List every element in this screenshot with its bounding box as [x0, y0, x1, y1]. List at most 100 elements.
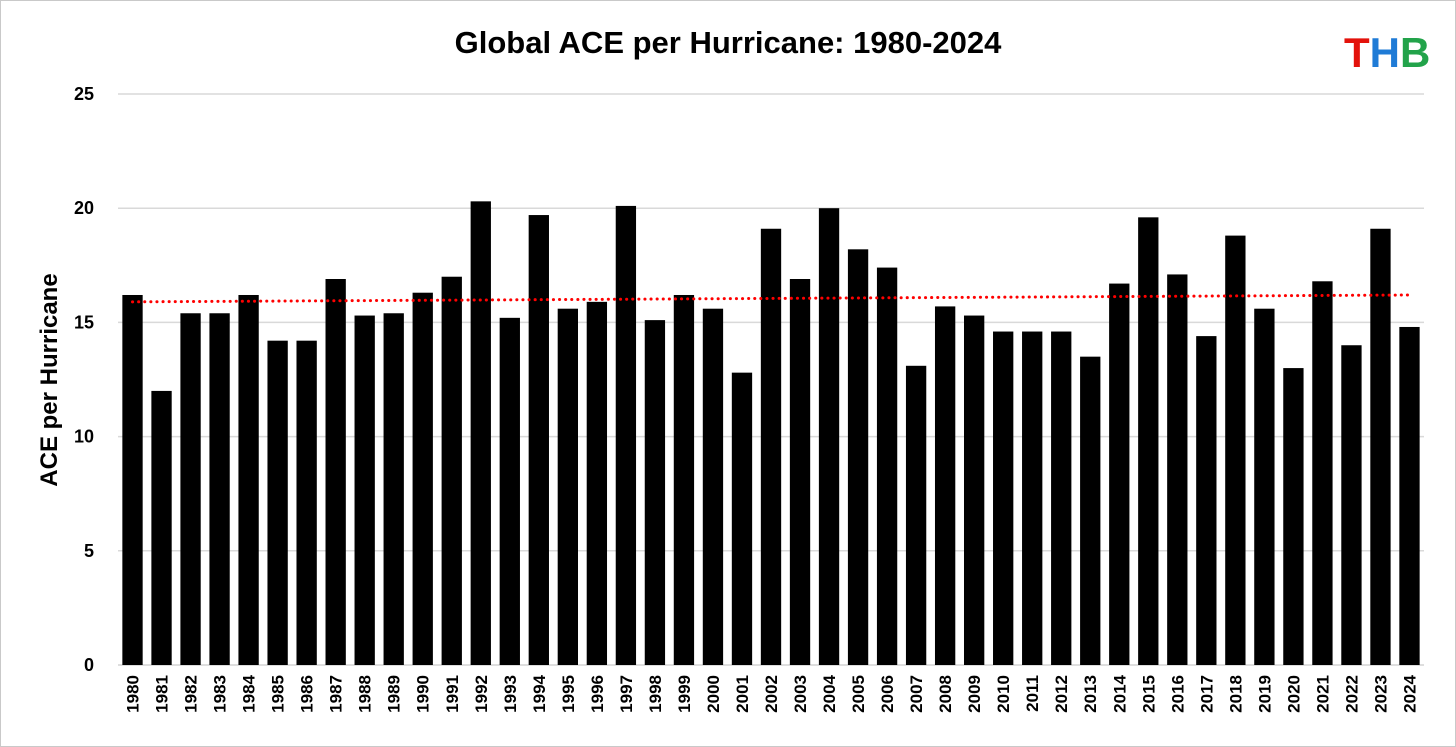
- bar-2012: [1051, 331, 1072, 665]
- x-tick-label-2009: 2009: [965, 675, 984, 713]
- x-tick-label-1981: 1981: [153, 675, 172, 713]
- x-tick-label-1992: 1992: [472, 675, 491, 713]
- x-tick-label-2012: 2012: [1052, 675, 1071, 713]
- x-tick-label-2010: 2010: [994, 675, 1013, 713]
- bar-1999: [673, 294, 695, 665]
- bar-2000: [702, 308, 724, 665]
- x-tick-label-1982: 1982: [182, 675, 201, 713]
- bar-2023: [1370, 228, 1391, 666]
- bar-1992: [470, 201, 491, 665]
- bar-2006: [876, 267, 898, 665]
- bar-2015: [1138, 217, 1159, 665]
- x-tick-label-1994: 1994: [530, 674, 549, 712]
- bar-1981: [151, 390, 172, 665]
- bar-1998: [644, 320, 666, 665]
- y-tick-label: 20: [74, 198, 94, 218]
- y-tick-label: 15: [74, 312, 94, 332]
- x-tick-label-2000: 2000: [704, 675, 723, 713]
- x-tick-label-2018: 2018: [1226, 675, 1245, 713]
- x-tick-label-2014: 2014: [1110, 674, 1129, 712]
- bar-1989: [383, 313, 404, 665]
- x-tick-label-2003: 2003: [791, 675, 810, 713]
- x-tick-label-1998: 1998: [646, 675, 665, 713]
- x-tick-label-1983: 1983: [211, 675, 230, 713]
- bar-2008: [934, 306, 956, 665]
- bar-1982: [180, 313, 201, 665]
- x-tick-label-2005: 2005: [849, 675, 868, 713]
- bar-2014: [1109, 283, 1130, 665]
- x-tick-label-2011: 2011: [1023, 675, 1042, 712]
- x-tick-label-1990: 1990: [414, 675, 433, 713]
- y-axis-label: ACE per Hurricane: [36, 273, 63, 486]
- bar-1985: [267, 340, 288, 665]
- x-tick-label-1997: 1997: [617, 675, 636, 713]
- bars: [122, 201, 1420, 666]
- trendline-dotted: [131, 293, 1411, 304]
- x-tick-label-1984: 1984: [240, 674, 259, 712]
- bar-2021: [1312, 281, 1333, 665]
- logo-letter-h: H: [1370, 29, 1400, 76]
- x-tick-label-1988: 1988: [356, 675, 375, 713]
- bar-2016: [1167, 274, 1188, 665]
- x-tick-label-2022: 2022: [1342, 675, 1361, 713]
- bar-2001: [731, 372, 753, 665]
- x-tick-label-2019: 2019: [1255, 675, 1274, 713]
- y-tick-label: 5: [84, 541, 94, 561]
- bar-1990: [412, 292, 433, 665]
- logo-letter-b: B: [1400, 29, 1430, 76]
- x-tick-label-1995: 1995: [559, 675, 578, 713]
- x-tick-label-2008: 2008: [936, 675, 955, 713]
- x-tick-label-2002: 2002: [762, 675, 781, 713]
- bar-2020: [1283, 368, 1304, 665]
- x-tick-label-1996: 1996: [588, 675, 607, 713]
- logo-letter-t: T: [1344, 29, 1370, 76]
- bar-2003: [789, 279, 811, 665]
- x-tick-label-2013: 2013: [1081, 675, 1100, 713]
- x-tick-label-1987: 1987: [327, 675, 346, 713]
- y-axis-ticks: 0 5 10 15 20 25: [74, 84, 94, 675]
- x-tick-label-2021: 2021: [1313, 675, 1332, 713]
- x-tick-label-1986: 1986: [298, 675, 317, 713]
- x-axis-ticks: 1980 1981 1982 1983 1984 1985 1986 1987 1988 1989…: [124, 674, 1420, 712]
- x-tick-label-2004: 2004: [820, 674, 839, 712]
- bar-1987: [325, 279, 346, 665]
- x-tick-label-2016: 2016: [1168, 675, 1187, 713]
- bar-2019: [1254, 308, 1275, 665]
- bar-1980: [122, 294, 143, 665]
- x-tick-label-2015: 2015: [1139, 675, 1158, 713]
- bar-2007: [905, 365, 927, 665]
- bar-1993: [499, 317, 520, 665]
- bar-1995: [557, 308, 579, 665]
- x-tick-label-1993: 1993: [501, 675, 520, 713]
- thb-logo: THB: [1344, 29, 1430, 76]
- bar-2022: [1341, 345, 1362, 665]
- bar-2011: [1022, 331, 1043, 665]
- bar-2024: [1399, 326, 1420, 665]
- bar-2004: [818, 208, 840, 665]
- x-tick-label-1985: 1985: [269, 675, 288, 713]
- bar-2009: [963, 315, 985, 665]
- x-tick-label-2023: 2023: [1371, 675, 1390, 713]
- bar-1983: [209, 313, 230, 665]
- bar-1986: [296, 340, 317, 665]
- bar-1984: [238, 294, 259, 665]
- bar-1991: [441, 276, 462, 665]
- bar-2018: [1225, 235, 1246, 665]
- bar-2005: [847, 249, 869, 665]
- x-tick-label-2017: 2017: [1197, 675, 1216, 713]
- x-tick-label-1999: 1999: [675, 675, 694, 713]
- x-tick-label-2007: 2007: [907, 675, 926, 713]
- x-tick-label-1989: 1989: [385, 675, 404, 713]
- bar-2013: [1080, 356, 1101, 665]
- x-tick-label-1991: 1991: [443, 675, 462, 713]
- bar-1994: [528, 215, 549, 665]
- bar-1988: [354, 315, 375, 665]
- bar-2017: [1196, 336, 1217, 665]
- y-tick-label: 25: [74, 84, 94, 104]
- y-tick-label: 0: [84, 655, 94, 675]
- trendline: [131, 293, 1411, 304]
- x-tick-label-2020: 2020: [1284, 675, 1303, 713]
- x-tick-label-2006: 2006: [878, 675, 897, 713]
- x-tick-label-2024: 2024: [1400, 674, 1419, 712]
